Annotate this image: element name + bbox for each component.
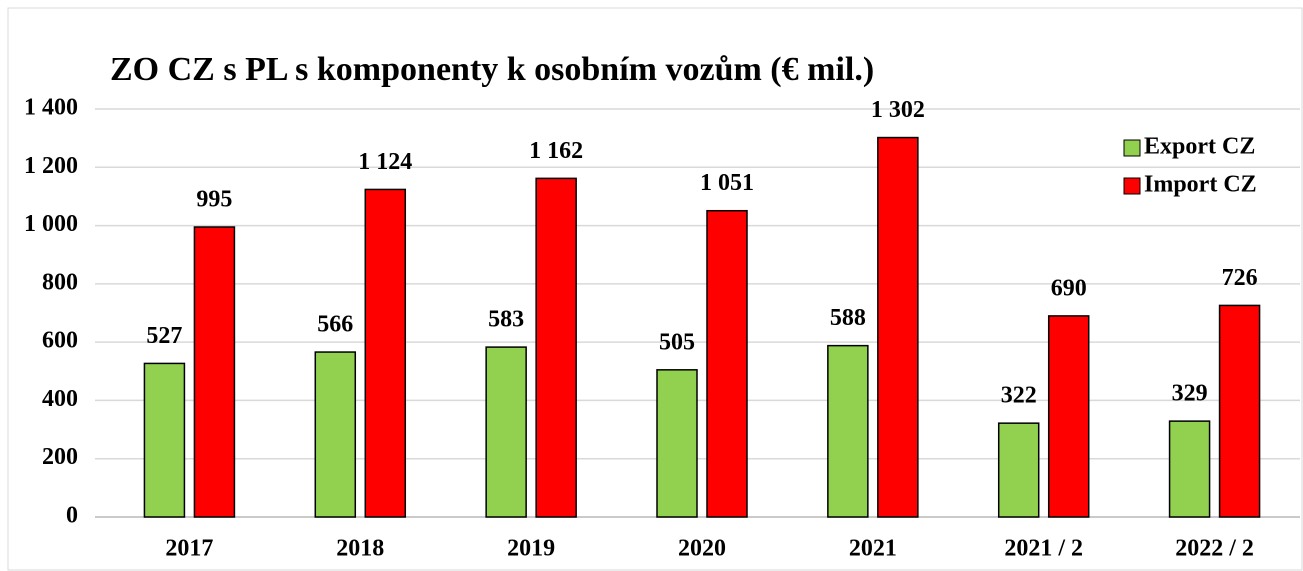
y-tick-label: 1 200 bbox=[24, 153, 78, 179]
bar bbox=[656, 369, 698, 518]
bar bbox=[706, 209, 748, 518]
bar bbox=[193, 226, 236, 518]
value-label: 566 bbox=[317, 312, 353, 338]
value-label: 1 051 bbox=[700, 170, 754, 196]
bar bbox=[827, 344, 869, 518]
value-label: 505 bbox=[659, 329, 695, 355]
y-tick-label: 200 bbox=[42, 444, 78, 470]
value-label: 1 302 bbox=[871, 97, 925, 123]
bar bbox=[535, 177, 577, 518]
bar bbox=[877, 136, 919, 518]
y-tick-label: 400 bbox=[42, 386, 78, 412]
value-label: 726 bbox=[1222, 265, 1258, 291]
x-tick-label: 2019 bbox=[507, 536, 555, 562]
value-label: 995 bbox=[196, 187, 232, 213]
x-tick-label: 2021 bbox=[849, 536, 897, 562]
value-label: 583 bbox=[488, 307, 524, 333]
value-label: 690 bbox=[1051, 275, 1087, 301]
value-label: 329 bbox=[1172, 381, 1208, 407]
legend-swatch bbox=[1123, 177, 1141, 195]
bar bbox=[485, 346, 527, 518]
bar bbox=[1218, 304, 1261, 518]
value-label: 1 162 bbox=[529, 138, 583, 164]
y-tick-label: 0 bbox=[66, 503, 78, 529]
bar bbox=[1168, 420, 1211, 518]
bar bbox=[364, 188, 407, 518]
bar bbox=[314, 351, 357, 518]
value-label: 1 124 bbox=[358, 149, 412, 175]
value-label: 322 bbox=[1001, 383, 1037, 409]
y-tick-label: 600 bbox=[42, 328, 78, 354]
legend-label: Import CZ bbox=[1144, 172, 1257, 198]
chart-title: ZO CZ s PL s komponenty k osobním vozům … bbox=[110, 51, 874, 88]
value-label: 527 bbox=[146, 323, 182, 349]
x-tick-label: 2017 bbox=[165, 536, 213, 562]
legend-label: Export CZ bbox=[1144, 134, 1255, 160]
bar bbox=[997, 422, 1040, 518]
legend-swatch bbox=[1123, 139, 1141, 157]
x-tick-label: 2021 / 2 bbox=[1004, 536, 1083, 562]
x-tick-label: 2020 bbox=[678, 536, 726, 562]
x-tick-label: 2018 bbox=[336, 536, 384, 562]
y-tick-label: 800 bbox=[42, 269, 78, 295]
value-label: 588 bbox=[830, 305, 866, 331]
y-tick-label: 1 400 bbox=[24, 95, 78, 121]
bar bbox=[1047, 315, 1090, 518]
bar bbox=[143, 362, 186, 518]
x-tick-label: 2022 / 2 bbox=[1175, 536, 1254, 562]
y-tick-label: 1 000 bbox=[24, 211, 78, 237]
